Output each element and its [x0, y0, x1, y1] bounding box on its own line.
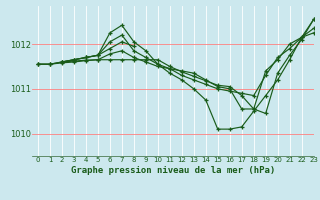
X-axis label: Graphe pression niveau de la mer (hPa): Graphe pression niveau de la mer (hPa): [71, 166, 275, 175]
